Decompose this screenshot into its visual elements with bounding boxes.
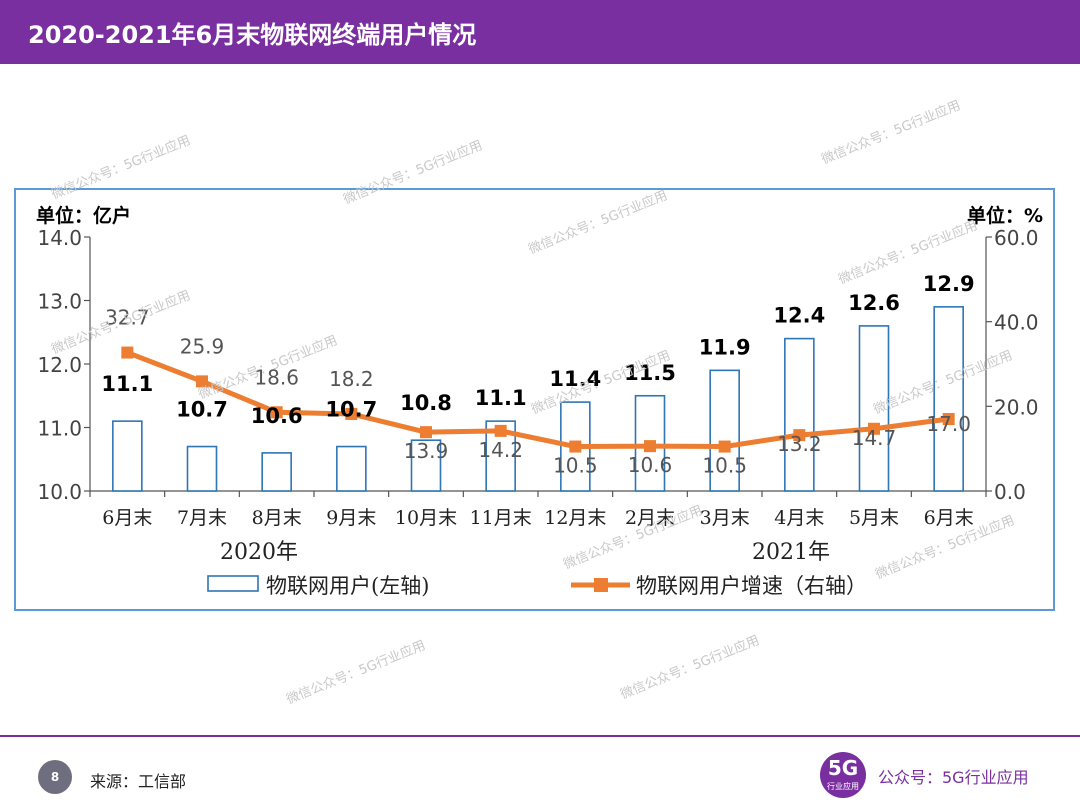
- logo-subtext: 行业应用: [827, 782, 859, 791]
- x-tick-label: 11月末: [470, 507, 532, 529]
- watermark: 微信公众号：5G行业应用: [284, 638, 428, 708]
- bar-data-label: 11.4: [549, 367, 601, 391]
- x-tick-label: 3月末: [700, 507, 750, 529]
- line-marker: [868, 422, 880, 435]
- line-data-label: 10.5: [553, 454, 598, 478]
- bar: [336, 445, 367, 492]
- left-unit-label: 单位：亿户: [36, 204, 131, 227]
- right-tick-label: 40.0: [994, 311, 1039, 335]
- footer-divider: [0, 735, 1080, 737]
- year-label-2020: 2020年: [220, 540, 298, 565]
- x-tick-label: 12月末: [544, 507, 606, 529]
- bar: [112, 420, 143, 492]
- bar-data-label: 11.9: [699, 335, 751, 359]
- x-tick-label: 4月末: [774, 507, 824, 529]
- growth-line: [126, 350, 949, 450]
- legend-line-marker: [594, 578, 608, 592]
- x-tick-label: 10月末: [395, 507, 457, 529]
- bar: [858, 325, 890, 492]
- line-marker: [942, 413, 955, 426]
- line-marker: [420, 426, 432, 439]
- source-note: 来源：工信部: [90, 772, 187, 791]
- line-marker: [270, 406, 283, 419]
- line-marker: [793, 429, 806, 442]
- line-marker: [196, 375, 208, 388]
- line-marker: [345, 407, 358, 420]
- combo-chart: 单位：亿户 单位：% 10.0 11.0 12.0 13.0 14.0 0.0 20.0 40.0…: [36, 204, 1043, 598]
- left-tick-label: 12.0: [37, 353, 82, 377]
- watermark: 微信公众号：5G行业应用: [819, 98, 963, 168]
- x-tick-label: 2月末: [625, 507, 675, 529]
- line-data-label: 10.6: [628, 453, 673, 477]
- bar-data-label: 11.1: [475, 386, 527, 410]
- line-data-label: 18.6: [254, 365, 299, 389]
- line-marker: [569, 440, 582, 453]
- line-marker: [718, 440, 731, 453]
- line-data-label: 17.0: [926, 412, 971, 436]
- bar-data-label: 12.9: [923, 272, 975, 296]
- x-tick-label: 6月末: [102, 507, 152, 529]
- line-data-label: 13.2: [777, 432, 822, 456]
- line-data-label: 25.9: [180, 334, 225, 358]
- bar: [261, 452, 292, 492]
- account-name: 公众号：5G行业应用: [878, 768, 1029, 787]
- right-tick-label: 60.0: [994, 226, 1039, 250]
- line-data-label: 32.7: [105, 306, 150, 330]
- bar-data-label: 10.7: [325, 398, 377, 422]
- right-unit-label: 单位：%: [967, 204, 1043, 227]
- legend-bar-swatch: [207, 575, 259, 592]
- x-tick-label: 9月末: [326, 507, 376, 529]
- bar: [186, 445, 218, 492]
- x-tick-label: 8月末: [252, 507, 302, 529]
- line-data-label: 18.2: [329, 367, 374, 391]
- bar-data-label: 11.1: [101, 372, 153, 396]
- bar-data-label: 10.7: [176, 398, 228, 422]
- line-data-label: 10.5: [702, 454, 747, 478]
- bar: [410, 439, 442, 492]
- logo-text: 5G: [827, 756, 859, 780]
- x-tick-label: 6月末: [924, 507, 974, 529]
- bar-data-label: 10.8: [400, 391, 452, 415]
- brand-logo: 5G 行业应用: [820, 752, 866, 798]
- page-title: 2020-2021年6月末物联网终端用户情况: [28, 21, 477, 49]
- legend-bar-label: 物联网用户(左轴): [266, 574, 429, 598]
- header-bar: 2020-2021年6月末物联网终端用户情况: [0, 0, 1080, 64]
- left-tick-label: 10.0: [37, 480, 82, 504]
- line-marker: [644, 440, 656, 453]
- line-data-label: 14.7: [852, 426, 897, 450]
- bar: [933, 306, 964, 492]
- left-tick-label: 14.0: [37, 226, 82, 250]
- right-tick-label: 20.0: [994, 395, 1039, 419]
- legend-line-label: 物联网用户增速（右轴）: [636, 574, 867, 598]
- line-marker: [494, 424, 507, 437]
- left-tick-label: 13.0: [37, 290, 82, 314]
- bar-data-label: 10.6: [251, 404, 303, 428]
- chart-panel: 单位：亿户 单位：% 10.0 11.0 12.0 13.0 14.0 0.0 20.0 40.0…: [14, 188, 1055, 611]
- bar-data-label: 12.6: [848, 291, 900, 315]
- x-tick-label: 5月末: [849, 507, 899, 529]
- x-tick-label: 7月末: [177, 507, 227, 529]
- line-marker: [121, 346, 134, 359]
- bar-data-label: 11.5: [624, 361, 676, 385]
- bar: [709, 369, 740, 492]
- bar: [784, 337, 815, 492]
- page-number-badge: 8: [38, 760, 72, 794]
- line-data-label: 13.9: [404, 439, 449, 463]
- left-tick-label: 11.0: [37, 417, 82, 441]
- right-tick-label: 0.0: [994, 480, 1026, 504]
- bar-data-label: 12.4: [773, 304, 825, 328]
- line-data-label: 14.2: [478, 438, 523, 462]
- watermark: 微信公众号：5G行业应用: [618, 633, 762, 703]
- year-label-2021: 2021年: [752, 540, 830, 565]
